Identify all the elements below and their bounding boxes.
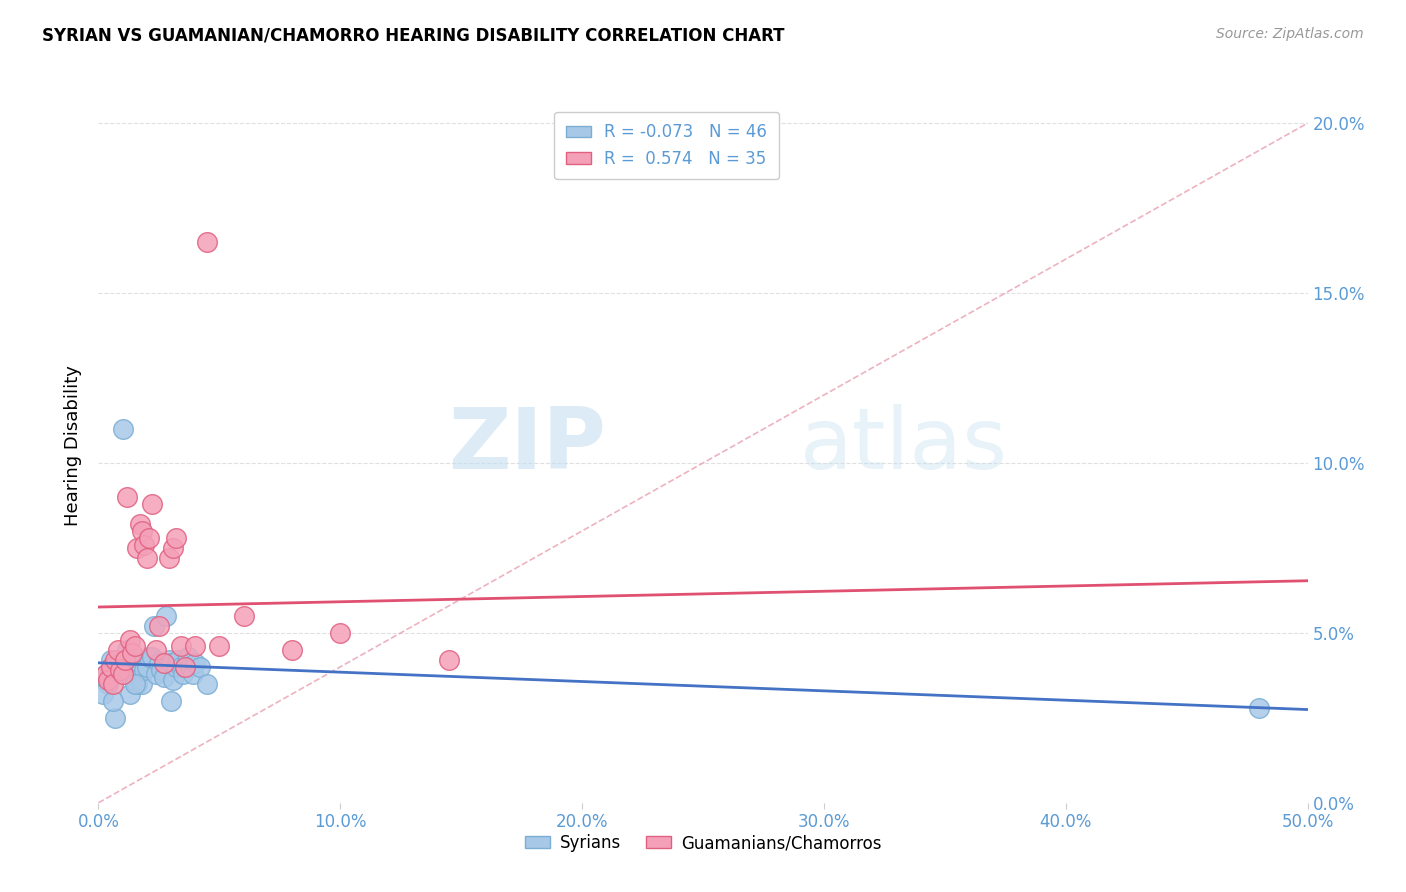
Point xyxy=(104,653,127,667)
Point xyxy=(155,608,177,623)
Text: ZIP: ZIP xyxy=(449,404,606,488)
Point xyxy=(157,653,180,667)
Point xyxy=(118,632,141,647)
Point xyxy=(195,235,218,249)
Point xyxy=(179,660,201,674)
Point xyxy=(97,673,120,688)
Point xyxy=(177,649,200,664)
Point xyxy=(111,666,134,681)
Point xyxy=(148,657,170,671)
Point xyxy=(165,531,187,545)
Point xyxy=(174,660,197,674)
Point xyxy=(124,673,146,688)
Point xyxy=(111,666,134,681)
Point xyxy=(94,666,117,681)
Point xyxy=(107,643,129,657)
Point xyxy=(281,643,304,657)
Point xyxy=(162,673,184,688)
Point xyxy=(108,663,131,677)
Point xyxy=(152,657,174,671)
Point xyxy=(121,649,143,664)
Point xyxy=(135,551,157,566)
Point xyxy=(118,687,141,701)
Point xyxy=(169,640,191,654)
Point xyxy=(169,660,191,674)
Point xyxy=(104,711,127,725)
Legend: Syrians, Guamanians/Chamorros: Syrians, Guamanians/Chamorros xyxy=(517,828,889,859)
Point xyxy=(100,660,122,674)
Point xyxy=(138,531,160,545)
Point xyxy=(134,663,156,677)
Point xyxy=(437,653,460,667)
Point xyxy=(135,660,157,674)
Point xyxy=(141,649,163,664)
Point xyxy=(150,663,173,677)
Point xyxy=(97,677,120,691)
Point xyxy=(124,677,146,691)
Point xyxy=(145,666,167,681)
Point xyxy=(127,677,149,691)
Point xyxy=(165,660,187,674)
Point xyxy=(145,643,167,657)
Point xyxy=(160,657,183,671)
Point xyxy=(124,640,146,654)
Point xyxy=(143,619,166,633)
Point xyxy=(184,640,207,654)
Point xyxy=(195,677,218,691)
Point xyxy=(1249,700,1271,714)
Point xyxy=(138,649,160,664)
Text: Source: ZipAtlas.com: Source: ZipAtlas.com xyxy=(1216,27,1364,41)
Text: atlas: atlas xyxy=(800,404,1008,488)
Text: SYRIAN VS GUAMANIAN/CHAMORRO HEARING DISABILITY CORRELATION CHART: SYRIAN VS GUAMANIAN/CHAMORRO HEARING DIS… xyxy=(42,27,785,45)
Point xyxy=(117,490,139,504)
Point xyxy=(117,643,139,657)
Point xyxy=(208,640,231,654)
Point xyxy=(121,646,143,660)
Point xyxy=(100,653,122,667)
Point xyxy=(114,653,136,667)
Point xyxy=(152,670,174,684)
Point xyxy=(131,524,153,538)
Point xyxy=(160,694,183,708)
Point xyxy=(172,666,194,681)
Point xyxy=(101,663,124,677)
Point xyxy=(128,657,150,671)
Point xyxy=(111,422,134,436)
Point xyxy=(329,626,352,640)
Point xyxy=(134,537,156,551)
Point xyxy=(162,541,184,555)
Point xyxy=(157,551,180,566)
Point xyxy=(128,517,150,532)
Point xyxy=(181,666,204,681)
Point xyxy=(101,677,124,691)
Point xyxy=(141,497,163,511)
Point xyxy=(101,694,124,708)
Point xyxy=(174,660,197,674)
Point xyxy=(114,653,136,667)
Point xyxy=(91,687,114,701)
Point xyxy=(107,660,129,674)
Point xyxy=(232,608,254,623)
Point xyxy=(184,657,207,671)
Y-axis label: Hearing Disability: Hearing Disability xyxy=(65,366,83,526)
Point xyxy=(167,653,190,667)
Point xyxy=(108,657,131,671)
Point xyxy=(131,677,153,691)
Point xyxy=(94,666,117,681)
Point xyxy=(188,660,211,674)
Point xyxy=(127,541,149,555)
Point xyxy=(148,619,170,633)
